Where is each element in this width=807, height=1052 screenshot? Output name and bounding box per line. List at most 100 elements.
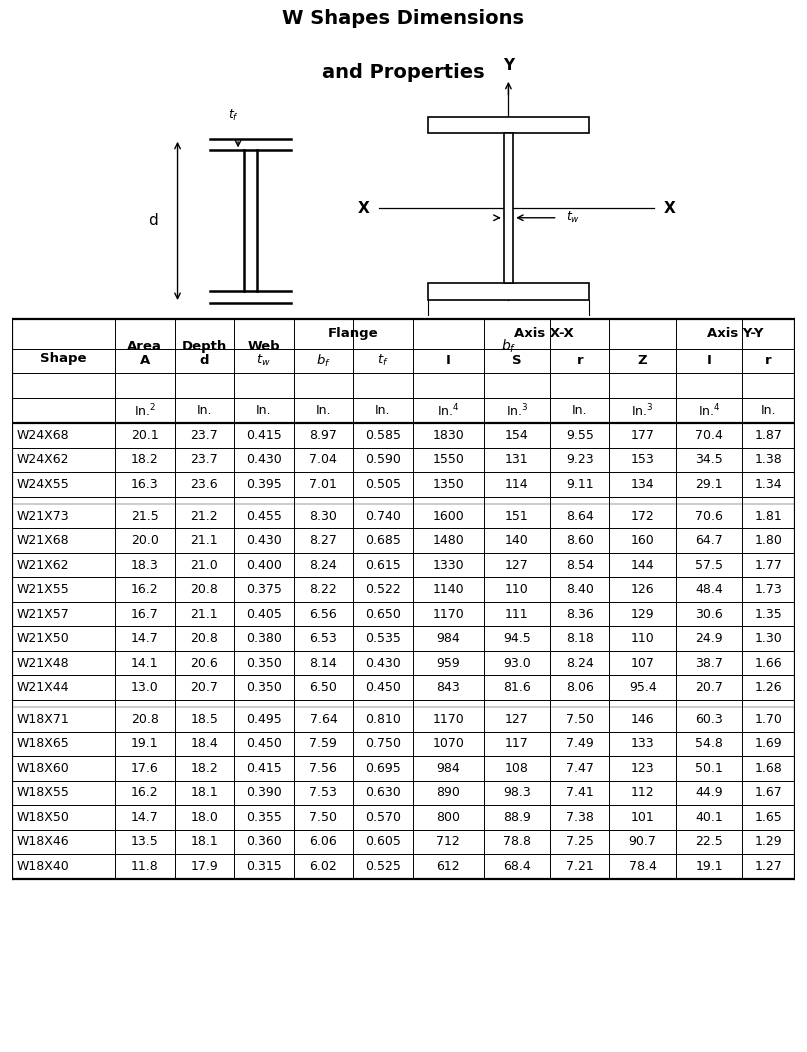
Text: X: X: [358, 201, 369, 216]
Text: 110: 110: [505, 583, 529, 596]
Text: 843: 843: [437, 681, 460, 694]
Text: 0.350: 0.350: [246, 681, 282, 694]
Text: 110: 110: [631, 632, 654, 645]
Text: 0.505: 0.505: [365, 478, 401, 491]
Text: 8.97: 8.97: [309, 429, 337, 442]
Text: 8.40: 8.40: [566, 583, 594, 596]
Text: 23.7: 23.7: [190, 429, 218, 442]
Text: In.$^4$: In.$^4$: [437, 402, 459, 419]
Text: 0.535: 0.535: [365, 632, 401, 645]
Text: 890: 890: [437, 786, 460, 800]
Text: In.: In.: [316, 404, 331, 418]
Text: 1.73: 1.73: [755, 583, 783, 596]
Text: In.$^4$: In.$^4$: [698, 402, 721, 419]
Text: $b_f$: $b_f$: [316, 352, 331, 369]
Text: W21X50: W21X50: [17, 632, 69, 645]
Text: 0.522: 0.522: [365, 583, 401, 596]
Text: 108: 108: [505, 762, 529, 775]
Text: Z: Z: [638, 355, 647, 367]
Text: 23.6: 23.6: [190, 478, 218, 491]
Text: W18X71: W18X71: [17, 713, 69, 726]
Text: 1.81: 1.81: [755, 509, 783, 523]
Text: 7.41: 7.41: [566, 786, 594, 800]
Text: 9.11: 9.11: [566, 478, 594, 491]
Text: 0.695: 0.695: [365, 762, 401, 775]
Text: 21.2: 21.2: [190, 509, 218, 523]
Text: 19.1: 19.1: [131, 737, 159, 750]
Text: 800: 800: [436, 811, 460, 824]
Text: 38.7: 38.7: [695, 656, 723, 669]
Text: $b_f$: $b_f$: [500, 338, 516, 356]
Text: 1480: 1480: [433, 534, 464, 547]
Text: 95.4: 95.4: [629, 681, 657, 694]
Text: 1830: 1830: [433, 429, 464, 442]
Text: A: A: [140, 355, 150, 367]
Text: 8.27: 8.27: [309, 534, 337, 547]
Text: In.: In.: [197, 404, 212, 418]
Text: 9.55: 9.55: [566, 429, 594, 442]
Text: 1.27: 1.27: [755, 859, 783, 873]
Text: 0.455: 0.455: [246, 509, 282, 523]
Bar: [428, 283, 589, 300]
Text: 7.49: 7.49: [566, 737, 594, 750]
Text: r: r: [765, 355, 771, 367]
Text: 14.1: 14.1: [131, 656, 159, 669]
Text: 18.2: 18.2: [190, 762, 218, 775]
Text: 123: 123: [631, 762, 654, 775]
Text: 0.585: 0.585: [365, 429, 401, 442]
Text: 20.0: 20.0: [131, 534, 159, 547]
Text: 60.3: 60.3: [695, 713, 723, 726]
Text: 20.8: 20.8: [131, 713, 159, 726]
Text: 93.0: 93.0: [503, 656, 531, 669]
Text: 7.59: 7.59: [309, 737, 337, 750]
Text: W21X55: W21X55: [17, 583, 69, 596]
Text: 18.5: 18.5: [190, 713, 219, 726]
Text: W24X62: W24X62: [17, 453, 69, 466]
Text: W Shapes Dimensions: W Shapes Dimensions: [282, 9, 525, 28]
Text: 0.525: 0.525: [365, 859, 401, 873]
Text: 20.7: 20.7: [190, 681, 219, 694]
Text: 0.590: 0.590: [365, 453, 401, 466]
Text: W21X57: W21X57: [17, 608, 69, 621]
Text: 7.21: 7.21: [566, 859, 594, 873]
Text: 8.06: 8.06: [566, 681, 594, 694]
Text: 1.65: 1.65: [755, 811, 783, 824]
Text: 1.29: 1.29: [755, 835, 782, 848]
Text: Y: Y: [503, 58, 514, 73]
Text: 6.56: 6.56: [310, 608, 337, 621]
Text: 0.630: 0.630: [365, 786, 401, 800]
Text: 7.04: 7.04: [309, 453, 337, 466]
Text: W18X60: W18X60: [17, 762, 69, 775]
Text: 0.750: 0.750: [365, 737, 401, 750]
Text: 1.68: 1.68: [755, 762, 783, 775]
Text: 0.430: 0.430: [365, 656, 401, 669]
Text: In.$^2$: In.$^2$: [134, 402, 156, 419]
Text: I: I: [707, 355, 712, 367]
Text: W24X68: W24X68: [17, 429, 69, 442]
Text: 8.64: 8.64: [566, 509, 594, 523]
Text: W21X48: W21X48: [17, 656, 69, 669]
Text: 984: 984: [437, 762, 460, 775]
Text: 54.8: 54.8: [695, 737, 723, 750]
Text: 7.47: 7.47: [566, 762, 594, 775]
Text: 19.1: 19.1: [696, 859, 723, 873]
Text: 0.450: 0.450: [246, 737, 282, 750]
Text: 7.56: 7.56: [309, 762, 337, 775]
Text: W18X46: W18X46: [17, 835, 69, 848]
Text: 29.1: 29.1: [696, 478, 723, 491]
Text: 20.8: 20.8: [190, 583, 219, 596]
Text: 1140: 1140: [433, 583, 464, 596]
Text: 34.5: 34.5: [695, 453, 723, 466]
Text: 0.810: 0.810: [365, 713, 401, 726]
Text: 6.53: 6.53: [310, 632, 337, 645]
Text: 712: 712: [437, 835, 460, 848]
Text: 6.06: 6.06: [310, 835, 337, 848]
Text: 18.4: 18.4: [190, 737, 218, 750]
Text: Depth: Depth: [182, 340, 227, 352]
Text: 154: 154: [505, 429, 529, 442]
Text: 0.375: 0.375: [246, 583, 282, 596]
Text: 23.7: 23.7: [190, 453, 218, 466]
Text: Shape: Shape: [40, 352, 87, 365]
Text: 1.67: 1.67: [755, 786, 783, 800]
Text: 88.9: 88.9: [503, 811, 531, 824]
